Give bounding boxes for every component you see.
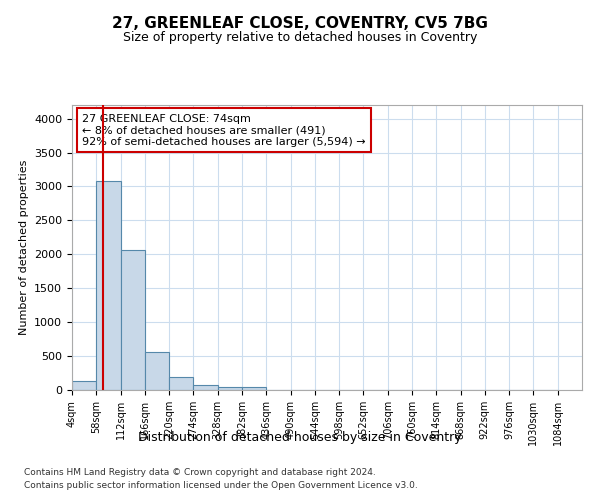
Bar [96,181,121,390]
Bar [242,388,266,390]
Bar [193,384,218,390]
Text: Contains public sector information licensed under the Open Government Licence v3: Contains public sector information licen… [24,480,418,490]
Text: Size of property relative to detached houses in Coventry: Size of property relative to detached ho… [123,31,477,44]
Text: Distribution of detached houses by size in Coventry: Distribution of detached houses by size … [138,431,462,444]
Bar [218,386,242,390]
Bar [169,377,193,390]
Text: 27 GREENLEAF CLOSE: 74sqm
← 8% of detached houses are smaller (491)
92% of semi-: 27 GREENLEAF CLOSE: 74sqm ← 8% of detach… [82,114,366,147]
Bar [72,381,96,390]
Bar [121,250,145,390]
Text: 27, GREENLEAF CLOSE, COVENTRY, CV5 7BG: 27, GREENLEAF CLOSE, COVENTRY, CV5 7BG [112,16,488,31]
Y-axis label: Number of detached properties: Number of detached properties [19,160,29,335]
Text: Contains HM Land Registry data © Crown copyright and database right 2024.: Contains HM Land Registry data © Crown c… [24,468,376,477]
Bar [145,352,169,390]
